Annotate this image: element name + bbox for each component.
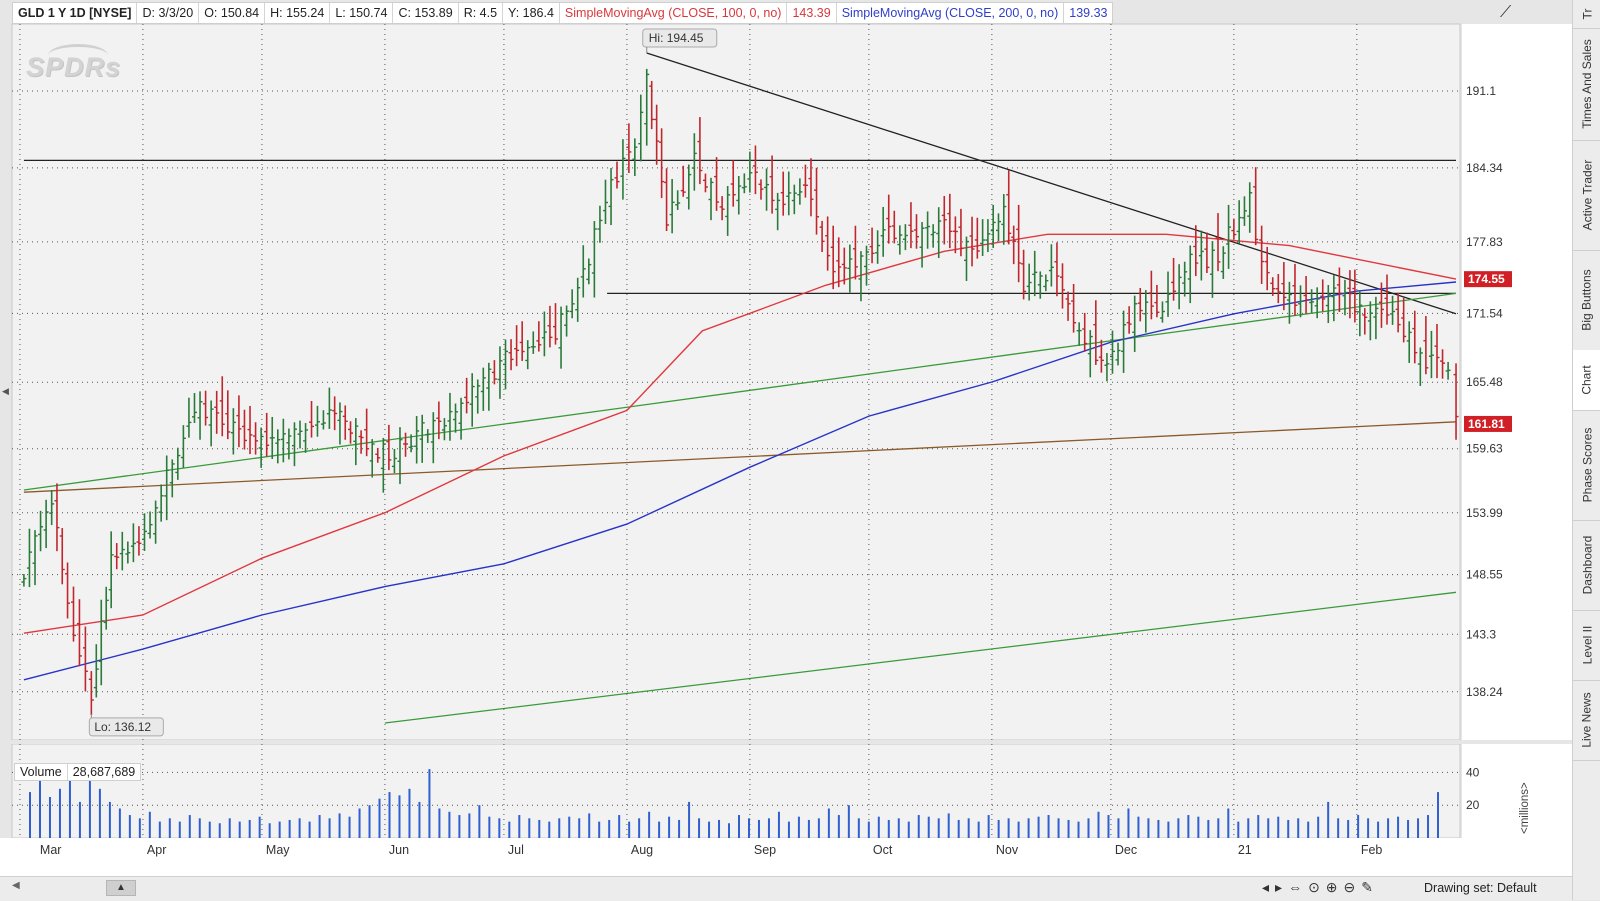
scroll-thumb[interactable]: ▲: [106, 880, 136, 896]
price-tick-label: 148.55: [1466, 568, 1503, 582]
price-tick-label: 184.34: [1466, 161, 1503, 175]
step-left-icon[interactable]: ◂: [1262, 879, 1270, 895]
tab-dashboard[interactable]: Dashboard: [1573, 520, 1600, 611]
volume-tick-label: 20: [1466, 798, 1480, 812]
sma100-label[interactable]: SimpleMovingAvg (CLOSE, 100, 0, no): [560, 3, 788, 23]
time-tick-label: Aug: [631, 843, 653, 857]
price-tick-label: 171.54: [1466, 306, 1503, 320]
time-tick-label: 21: [1238, 843, 1252, 857]
open-value: O: 150.84: [199, 3, 266, 23]
tab-phase-scores[interactable]: Phase Scores: [1573, 410, 1600, 521]
date-value: D: 3/3/20: [137, 3, 200, 23]
volume-tick-label: 40: [1466, 765, 1480, 779]
right-side-panel: Tr Times And Sales Active Trader Big But…: [1572, 0, 1600, 900]
logo-arc: [48, 44, 108, 67]
sma100-value: 143.39: [787, 3, 837, 23]
tab-live-news[interactable]: Live News: [1573, 680, 1600, 761]
low-value: L: 150.74: [330, 3, 394, 23]
time-tick-label: Jul: [508, 843, 524, 857]
volume-unit-label: <millions>: [1519, 782, 1531, 834]
time-tick-label: Apr: [147, 843, 166, 857]
low-callout-text: Lo: 136.12: [94, 720, 151, 734]
price-tick-label: 159.63: [1466, 442, 1503, 456]
trendline-brown: [23, 421, 1457, 493]
trendline-descending: [646, 52, 1457, 315]
tab-big-buttons[interactable]: Big Buttons: [1573, 250, 1600, 351]
sma100-line: [23, 233, 1457, 634]
trendline-green-lower: [384, 591, 1457, 724]
sma200-line: [23, 281, 1457, 681]
tab-times-and-sales[interactable]: Times And Sales: [1573, 28, 1600, 141]
chart-header: GLD 1 Y 1D [NYSE] D: 3/3/20 O: 150.84 H:…: [12, 2, 1114, 24]
panel-separator: [0, 740, 1572, 744]
time-tick-label: May: [266, 843, 290, 857]
price-marker-label: 174.55: [1468, 272, 1505, 286]
zoom-in-icon[interactable]: ⊕: [1325, 879, 1338, 895]
step-right-icon[interactable]: ▸: [1275, 879, 1283, 895]
price-marker-label: 161.81: [1468, 417, 1505, 431]
chart-tools: ◂ ▸ ⇔ ⊙ ⊕ ⊖ ✎: [1262, 879, 1373, 896]
high-callout-text: Hi: 194.45: [649, 31, 704, 45]
expand-icon[interactable]: ⇔: [1288, 879, 1303, 895]
price-tick-label: 191.1: [1466, 84, 1496, 98]
price-tick-label: 177.83: [1466, 235, 1503, 249]
time-tick-label: Jun: [389, 843, 409, 857]
time-tick-label: Dec: [1115, 843, 1137, 857]
time-tick-label: Feb: [1361, 843, 1383, 857]
time-tick-label: Nov: [996, 843, 1019, 857]
high-callout-box: [642, 28, 718, 48]
price-tick-label: 153.99: [1466, 506, 1503, 520]
trend-icon[interactable]: ⟋: [1500, 4, 1512, 21]
price-chart[interactable]: 191.1 184.34 177.83 171.54 165.48 159.63 153.9…: [0, 0, 1572, 876]
sma200-value: 139.33: [1069, 6, 1108, 20]
tab-tr[interactable]: Tr: [1573, 0, 1600, 29]
symbol-label[interactable]: GLD 1 Y 1D [NYSE]: [13, 3, 138, 23]
time-tick-label: Sep: [754, 843, 776, 857]
volume-title: Volume: [15, 764, 68, 780]
tab-chart[interactable]: Chart: [1573, 350, 1600, 411]
drawing-set-label[interactable]: Drawing set: Default: [1424, 881, 1537, 895]
price-marker-box: [1464, 415, 1512, 432]
range-value: R: 4.5: [459, 3, 504, 23]
scroll-left-icon[interactable]: ◀: [12, 880, 20, 891]
spdr-logo: SPDRs: [26, 52, 122, 82]
bottom-scrollbar[interactable]: [0, 876, 1572, 901]
price-marker-box: [1464, 271, 1512, 288]
drawing-pencil-icon[interactable]: ✎: [1361, 879, 1373, 895]
time-tick-label: Oct: [873, 843, 893, 857]
volume-label: Volume 28,687,689: [14, 763, 142, 781]
price-tick-label: 143.3: [1466, 627, 1496, 641]
time-axis: [0, 838, 1572, 876]
price-tick-label: 138.24: [1466, 685, 1503, 699]
tab-active-trader[interactable]: Active Trader: [1573, 140, 1600, 251]
close-value: C: 153.89: [393, 3, 459, 23]
zoom-out-icon[interactable]: ⊖: [1343, 879, 1356, 895]
reset-icon[interactable]: ⊙: [1308, 879, 1320, 895]
collapse-left-icon[interactable]: ◀: [2, 386, 9, 396]
trendline-green-upper: [23, 292, 1457, 491]
price-tick-label: 165.48: [1466, 375, 1503, 389]
time-tick-label: Mar: [40, 843, 62, 857]
low-callout-box: [88, 717, 164, 737]
high-value: H: 155.24: [265, 3, 331, 23]
y-value: Y: 186.4: [503, 3, 560, 23]
tab-level-ii[interactable]: Level II: [1573, 610, 1600, 681]
sma200-label[interactable]: SimpleMovingAvg (CLOSE, 200, 0, no): [837, 3, 1065, 23]
volume-value: 28,687,689: [72, 765, 136, 779]
